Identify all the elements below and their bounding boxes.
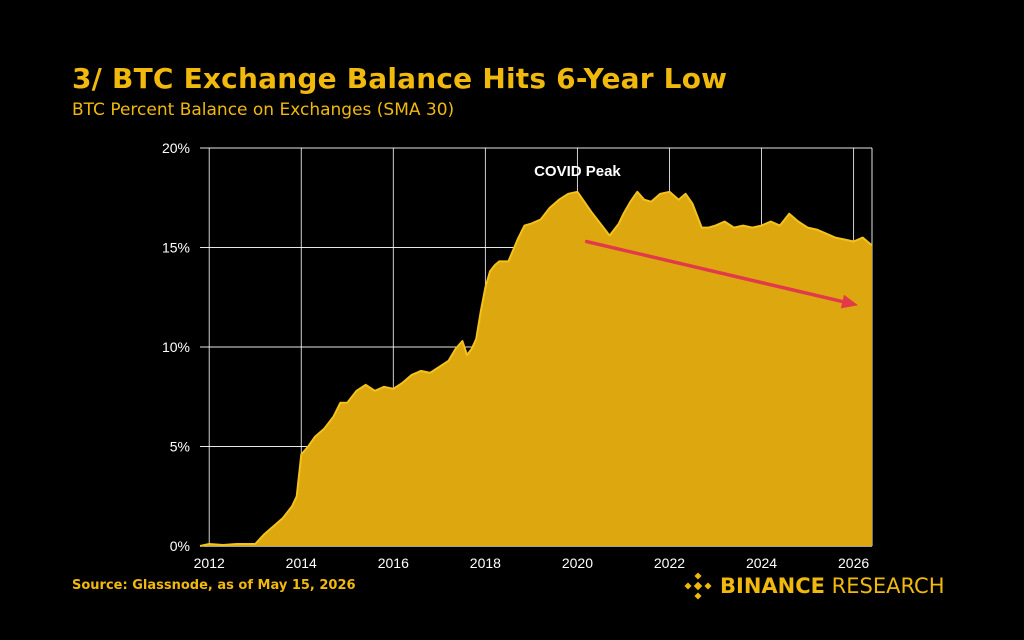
x-tick-label: 2012 [194, 555, 225, 571]
brand-name-bold: BINANCE [720, 574, 825, 598]
source-note: Source: Glassnode, as of May 15, 2026 [72, 578, 356, 593]
axes: 0% 5% 10% 15% 20% 2012 2014 2016 2018 2020 2022 202… [162, 140, 869, 571]
y-tick-label: 20% [162, 140, 190, 156]
covid-peak-label: COVID Peak [534, 163, 621, 180]
area-fill [200, 191, 872, 547]
x-tick-label: 2026 [838, 555, 869, 571]
y-tick-label: 5% [170, 439, 190, 455]
x-tick-label: 2024 [746, 555, 777, 571]
chart-title: 3/ BTC Exchange Balance Hits 6-Year Low [72, 62, 728, 95]
brand-name: BINANCE RESEARCH [720, 574, 944, 598]
y-tick-label: 15% [162, 240, 190, 256]
x-tick-label: 2016 [378, 555, 409, 571]
brand-logo: BINANCE RESEARCH [684, 568, 944, 604]
binance-diamond-icon [684, 572, 712, 600]
x-tick-label: 2022 [654, 555, 685, 571]
trend-arrow-line [584, 239, 845, 304]
trend-arrow-head [840, 294, 858, 309]
x-tick-label: 2020 [562, 555, 593, 571]
area-line [199, 190, 873, 547]
chart-subtitle: BTC Percent Balance on Exchanges (SMA 30… [72, 100, 455, 120]
x-tick-label: 2018 [470, 555, 501, 571]
x-tick-label: 2014 [286, 555, 317, 571]
y-tick-label: 0% [170, 538, 190, 554]
series-area [199, 190, 873, 547]
y-tick-label: 10% [162, 339, 190, 355]
annotations: COVID Peak [534, 163, 858, 309]
brand-name-light: RESEARCH [824, 574, 945, 598]
